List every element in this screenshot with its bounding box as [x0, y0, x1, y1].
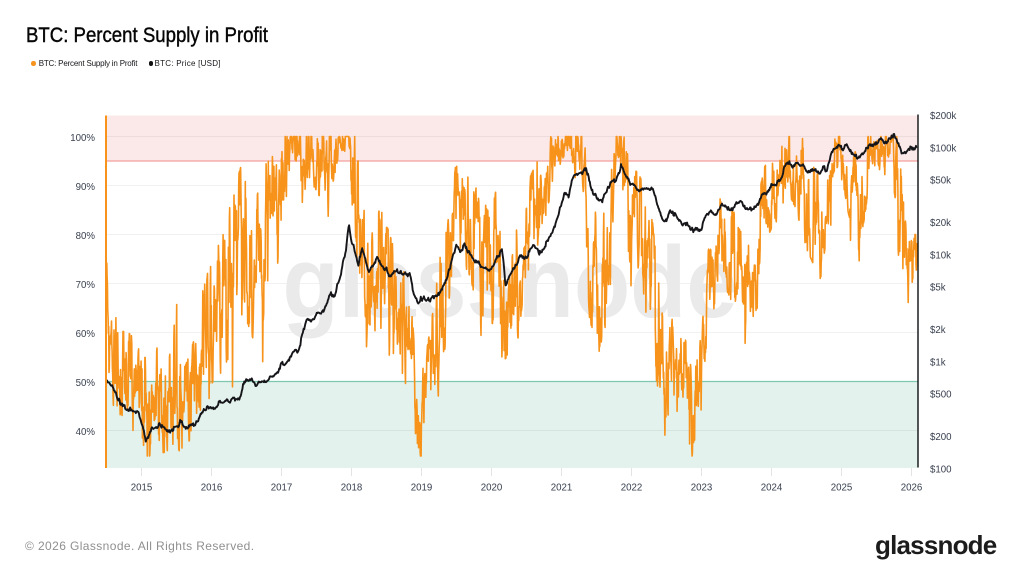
svg-text:$2k: $2k [930, 325, 946, 336]
svg-text:2024: 2024 [761, 483, 783, 494]
svg-text:$200: $200 [930, 432, 952, 443]
svg-text:2022: 2022 [621, 483, 643, 494]
svg-text:$20k: $20k [930, 218, 951, 229]
svg-text:2019: 2019 [411, 483, 433, 494]
svg-text:$10k: $10k [930, 250, 951, 261]
svg-text:2015: 2015 [131, 483, 153, 494]
svg-text:2016: 2016 [201, 483, 223, 494]
svg-text:$500: $500 [930, 390, 952, 401]
svg-text:70%: 70% [76, 280, 96, 291]
svg-text:50%: 50% [76, 378, 96, 389]
svg-text:2021: 2021 [551, 483, 573, 494]
svg-text:2017: 2017 [271, 483, 293, 494]
svg-text:80%: 80% [76, 231, 96, 242]
svg-text:$200k: $200k [930, 111, 957, 122]
svg-text:$100: $100 [930, 464, 952, 475]
svg-text:$1k: $1k [930, 357, 946, 368]
svg-text:$100k: $100k [930, 143, 957, 154]
svg-text:60%: 60% [76, 329, 96, 340]
svg-text:90%: 90% [76, 182, 96, 193]
svg-text:2025: 2025 [831, 483, 853, 494]
svg-text:2023: 2023 [691, 483, 713, 494]
svg-text:2020: 2020 [481, 483, 503, 494]
svg-text:100%: 100% [70, 133, 95, 144]
svg-text:2026: 2026 [901, 483, 923, 494]
svg-text:$5k: $5k [930, 283, 946, 294]
svg-text:2018: 2018 [341, 483, 363, 494]
svg-text:40%: 40% [76, 427, 96, 438]
svg-text:$50k: $50k [930, 176, 951, 187]
